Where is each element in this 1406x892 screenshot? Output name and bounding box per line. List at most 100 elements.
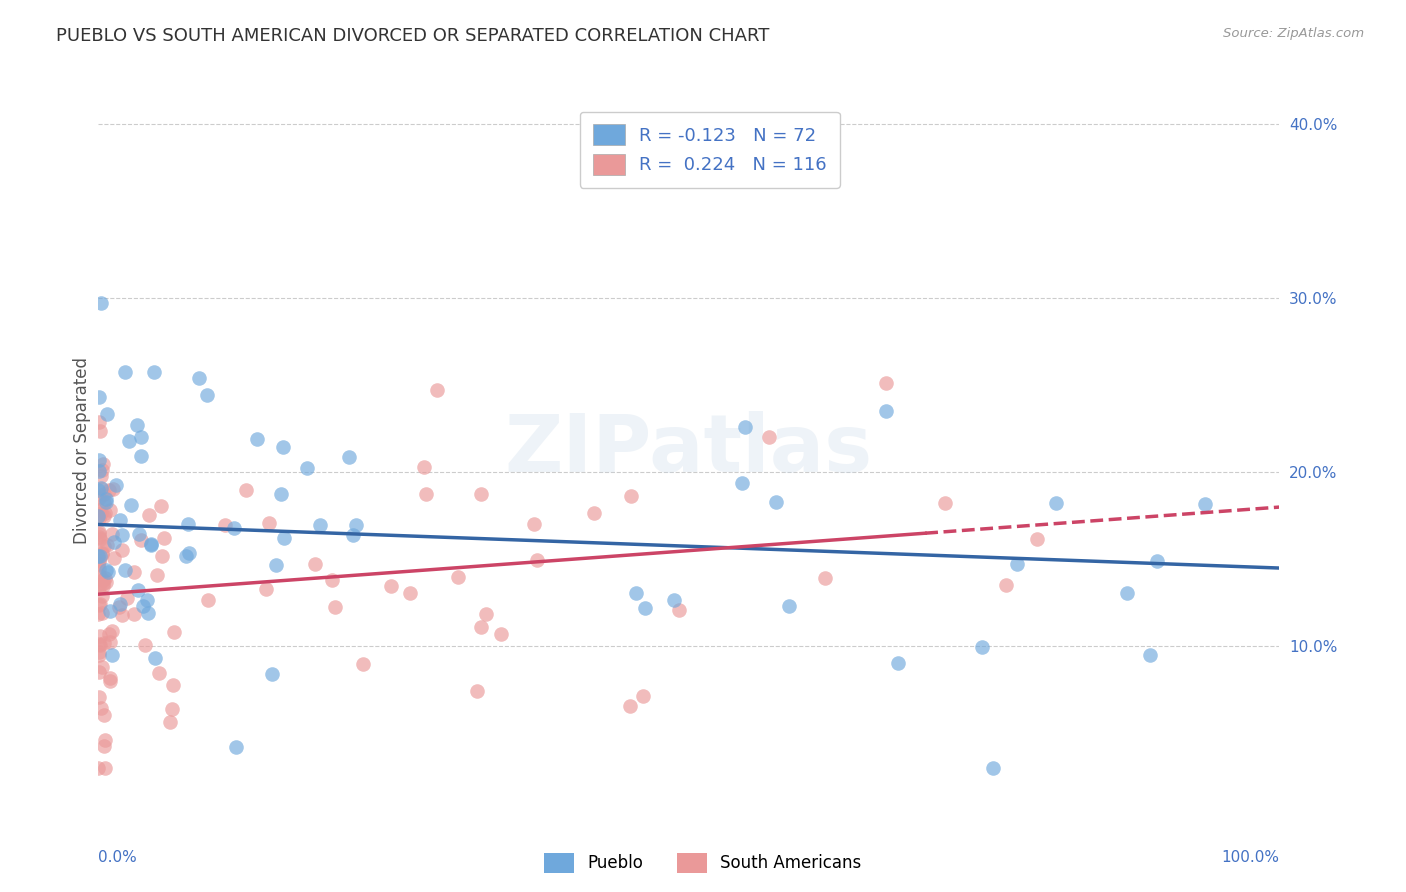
Point [668,603,690,617]
Point [447,570,470,584]
Point [304,557,326,571]
Point [108,597,131,611]
Point [91,579,114,593]
Point [225,740,247,755]
Point [89,453,111,467]
Point [489,627,512,641]
Point [87,525,110,540]
Point [136,593,159,607]
Point [297,461,319,475]
Legend: R = -0.123   N = 72, R =  0.224   N = 116: R = -0.123 N = 72, R = 0.224 N = 116 [579,112,839,187]
Point [150,549,173,564]
Point [149,499,172,513]
Point [93,457,115,471]
Point [89,568,111,582]
Point [90,506,112,520]
Point [136,606,159,620]
Point [634,600,657,615]
Point [235,483,257,498]
Point [100,648,122,662]
Point [89,597,111,611]
Point [765,495,787,509]
Point [98,671,121,685]
Point [89,424,111,438]
Point [120,498,142,512]
Point [87,390,110,404]
Text: 100.0%: 100.0% [1222,850,1279,865]
Point [981,761,1004,775]
Point [131,449,153,463]
Point [887,657,910,671]
Point [87,464,110,478]
Point [260,667,283,681]
Point [100,674,122,689]
Point [93,708,115,723]
Point [179,546,201,560]
Point [89,665,111,679]
Point [475,607,498,621]
Point [246,432,269,446]
Point [1146,554,1168,568]
Point [93,539,115,553]
Point [96,495,118,509]
Point [114,365,136,379]
Point [96,538,118,552]
Point [91,483,114,497]
Point [146,568,169,582]
Point [128,527,150,541]
Point [98,634,121,648]
Point [257,516,280,530]
Point [93,509,115,524]
Point [139,538,162,552]
Point [87,648,110,663]
Point [127,582,149,597]
Point [87,577,110,591]
Point [875,403,897,417]
Point [875,376,897,390]
Point [111,542,134,557]
Point [90,589,112,603]
Point [87,530,110,544]
Point [87,508,110,522]
Point [1045,496,1067,510]
Point [972,640,994,655]
Point [101,482,124,496]
Point [111,528,134,542]
Point [90,468,112,483]
Point [89,629,111,643]
Point [143,651,166,665]
Point [94,733,117,747]
Point [270,487,292,501]
Y-axis label: Divorced or Separated: Divorced or Separated [73,357,91,544]
Point [254,582,277,596]
Text: 0.0%: 0.0% [98,850,138,865]
Point [1116,586,1139,600]
Point [731,475,754,490]
Point [115,591,138,605]
Point [117,434,139,448]
Point [214,517,236,532]
Point [758,429,780,443]
Point [159,715,181,730]
Point [139,537,162,551]
Point [100,527,122,541]
Point [662,592,685,607]
Point [114,563,136,577]
Point [90,481,112,495]
Point [163,625,186,640]
Point [321,573,343,587]
Text: PUEBLO VS SOUTH AMERICAN DIVORCED OR SEPARATED CORRELATION CHART: PUEBLO VS SOUTH AMERICAN DIVORCED OR SEP… [56,27,769,45]
Point [271,440,294,454]
Point [89,549,111,563]
Point [97,626,120,640]
Point [93,636,115,650]
Point [583,506,606,520]
Point [1194,497,1216,511]
Point [162,678,184,692]
Point [1026,533,1049,547]
Point [187,371,209,385]
Point [620,490,643,504]
Point [93,575,115,590]
Point [1139,648,1161,662]
Point [134,638,156,652]
